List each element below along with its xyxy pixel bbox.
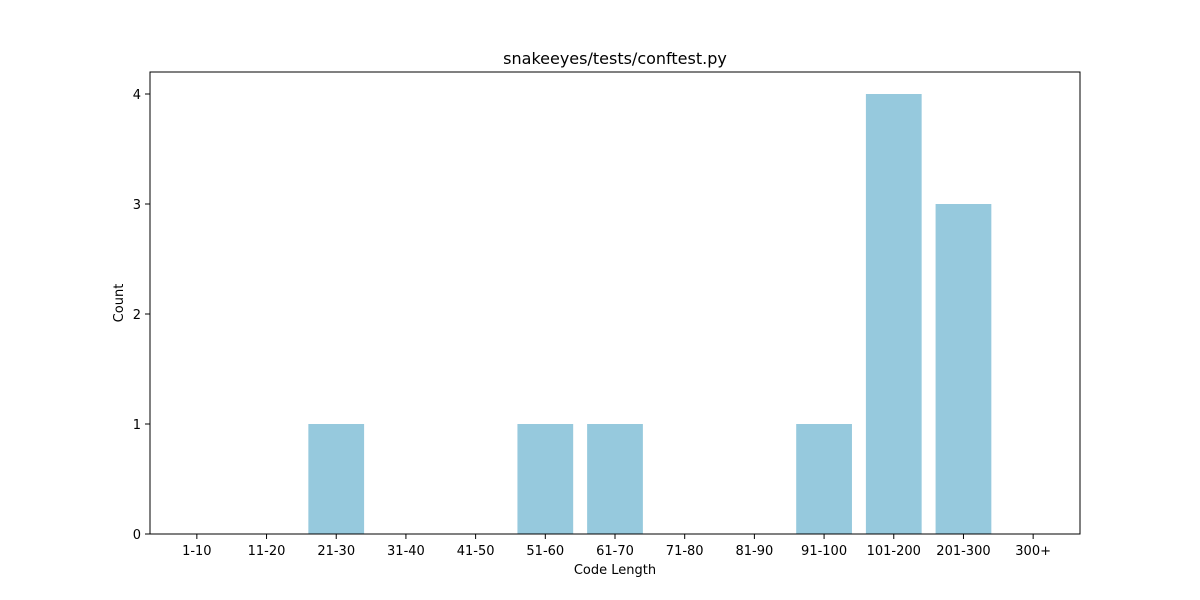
bar-91-100 (796, 424, 852, 534)
x-axis-ticks: 1-10 11-20 21-30 31-40 41-50 51-60 61-70 71-80 8… (182, 534, 1051, 559)
x-tick-label: 11-20 (248, 544, 286, 559)
y-tick-label: 0 (133, 528, 141, 543)
bar-61-70 (587, 424, 643, 534)
y-tick-label: 4 (133, 88, 141, 103)
y-axis-label: Count (112, 284, 127, 323)
bar-201-300 (935, 204, 992, 534)
x-tick-label: 21-30 (317, 544, 355, 559)
x-tick-label: 41-50 (457, 544, 495, 559)
x-tick-label: 51-60 (526, 544, 564, 559)
x-tick-label: 201-300 (936, 544, 990, 559)
y-tick-label: 3 (133, 198, 141, 213)
bars-group (308, 94, 992, 534)
x-tick-label: 61-70 (596, 544, 634, 559)
y-tick-label: 1 (133, 418, 141, 433)
y-axis-ticks: 0 1 2 3 4 (133, 88, 150, 543)
x-tick-label: 91-100 (801, 544, 847, 559)
x-tick-label: 81-90 (735, 544, 773, 559)
x-axis-label: Code Length (574, 563, 656, 578)
bar-51-60 (517, 424, 574, 534)
y-tick-label: 2 (133, 308, 141, 323)
chart-title: snakeeyes/tests/conftest.py (503, 49, 727, 68)
bar-101-200 (865, 94, 922, 534)
x-tick-label: 300+ (1015, 544, 1051, 559)
x-tick-label: 101-200 (867, 544, 921, 559)
x-tick-label: 1-10 (182, 544, 212, 559)
bar-21-30 (308, 424, 365, 534)
x-tick-label: 31-40 (387, 544, 425, 559)
x-tick-label: 71-80 (666, 544, 704, 559)
